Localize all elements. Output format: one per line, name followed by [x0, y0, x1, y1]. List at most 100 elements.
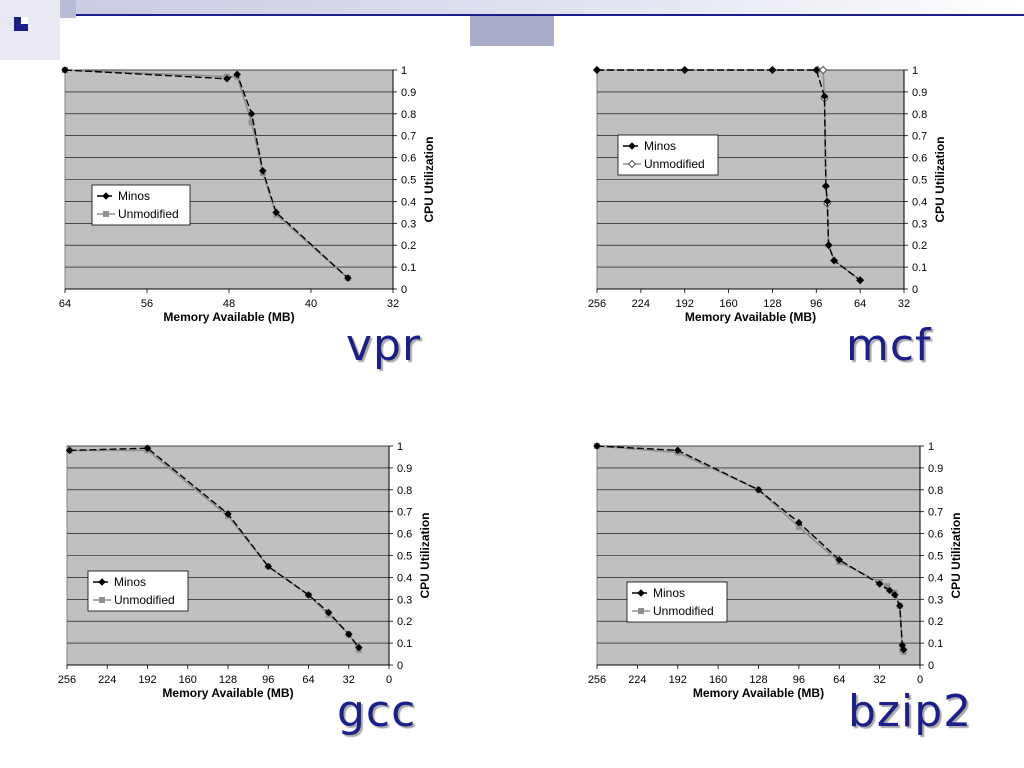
x-tick-label: 64 — [833, 674, 845, 686]
x-tick-label: 160 — [719, 298, 737, 310]
y-tick-label: 0.5 — [928, 551, 943, 563]
benchmark-label-gcc: gcc — [337, 686, 417, 737]
y-tick-label: 0.8 — [928, 485, 943, 497]
benchmark-label-bzip2: bzip2 — [848, 686, 973, 737]
x-tick-label: 64 — [854, 298, 866, 310]
y-tick-label: 0.7 — [397, 507, 412, 519]
x-axis-title: Memory Available (MB) — [163, 310, 294, 324]
legend-label-unmodified: Unmodified — [653, 604, 714, 618]
data-point-minos — [822, 182, 830, 190]
x-tick-label: 256 — [58, 674, 76, 686]
data-point-unmodified — [818, 65, 828, 75]
data-point-minos — [899, 645, 908, 654]
legend-label-unmodified: Unmodified — [644, 157, 705, 171]
y-tick-label: 0.3 — [928, 594, 943, 606]
data-point-minos — [795, 518, 803, 527]
data-point-unmodified — [884, 583, 891, 590]
data-point-minos — [593, 66, 601, 74]
y-tick-label: 0.6 — [912, 153, 927, 165]
data-point-minos — [61, 66, 69, 74]
data-point-minos — [673, 446, 682, 455]
x-tick-label: 160 — [179, 674, 197, 686]
slide-header — [0, 0, 1024, 60]
data-point-minos — [885, 586, 894, 595]
x-tick-label: 192 — [138, 674, 156, 686]
x-tick-label: 256 — [588, 298, 606, 310]
y-tick-label: 1 — [928, 441, 934, 453]
benchmark-label-vpr: vpr — [346, 320, 422, 371]
legend-box — [617, 134, 719, 176]
legend-label-minos: Minos — [114, 575, 146, 589]
data-point-minos — [224, 510, 232, 518]
y-tick-label: 1 — [397, 441, 403, 453]
data-point-minos — [824, 241, 833, 250]
data-point-minos — [344, 630, 353, 639]
y-tick-label: 0.2 — [397, 616, 412, 628]
data-point-minos — [258, 166, 267, 175]
x-tick-label: 64 — [302, 674, 314, 686]
header-block — [470, 16, 554, 46]
y-tick-label: 0.4 — [397, 572, 412, 584]
x-tick-label: 256 — [588, 674, 606, 686]
y-tick-label: 0.8 — [401, 109, 416, 121]
data-point-minos — [223, 74, 231, 83]
y-tick-label: 0.7 — [912, 131, 927, 143]
header-corner-block — [0, 0, 60, 60]
x-axis-title: Memory Available (MB) — [693, 686, 824, 700]
legend-marker-unmodified — [627, 159, 637, 169]
y-axis-title: CPU Utilization — [933, 137, 947, 223]
x-tick-label: 224 — [632, 298, 650, 310]
x-axis-title: Memory Available (MB) — [685, 310, 816, 324]
y-tick-label: 0.9 — [912, 87, 927, 99]
y-tick-label: 0.3 — [401, 218, 416, 230]
series-minos — [61, 66, 352, 282]
y-tick-label: 0.1 — [397, 638, 412, 650]
x-axis-title: Memory Available (MB) — [162, 686, 293, 700]
series-minos — [593, 442, 908, 654]
legend-marker-minos — [637, 589, 645, 597]
x-tick-label: 40 — [305, 298, 317, 310]
series-line-minos — [69, 447, 360, 648]
x-tick-label: 128 — [219, 674, 237, 686]
legend-marker-unmodified — [99, 597, 105, 603]
series-line-minos — [597, 69, 861, 281]
benchmark-label-mcf: mcf — [846, 320, 932, 371]
data-point-minos — [856, 276, 864, 285]
data-point-minos — [820, 92, 829, 101]
legend-marker-unmodified — [103, 211, 109, 217]
y-tick-label: 0 — [401, 284, 407, 296]
x-tick-label: 192 — [676, 298, 694, 310]
y-tick-label: 0.1 — [401, 262, 416, 274]
y-tick-label: 0.2 — [928, 616, 943, 628]
x-tick-label: 32 — [898, 298, 910, 310]
x-tick-label: 32 — [387, 298, 399, 310]
data-point-minos — [304, 591, 313, 599]
y-tick-label: 0.9 — [397, 463, 412, 475]
y-tick-label: 0.5 — [912, 175, 927, 187]
y-tick-label: 0.7 — [401, 131, 416, 143]
header-band — [60, 0, 1024, 14]
y-tick-label: 0.3 — [912, 218, 927, 230]
data-point-minos — [812, 66, 821, 74]
x-tick-label: 0 — [917, 674, 923, 686]
legend-label-minos: Minos — [118, 189, 150, 203]
data-point-minos — [680, 66, 689, 74]
legend-marker-unmodified — [638, 608, 644, 614]
x-tick-label: 224 — [628, 674, 646, 686]
data-point-minos — [264, 562, 273, 571]
y-tick-label: 0.1 — [928, 638, 943, 650]
x-tick-label: 64 — [59, 298, 71, 310]
y-tick-label: 0.9 — [928, 463, 943, 475]
x-tick-label: 48 — [223, 298, 235, 310]
data-point-minos — [324, 608, 333, 617]
data-point-minos — [768, 66, 777, 74]
y-tick-label: 0.9 — [401, 87, 416, 99]
x-tick-label: 128 — [749, 674, 767, 686]
data-point-minos — [835, 556, 844, 564]
legend-label-unmodified: Unmodified — [114, 593, 175, 607]
y-tick-label: 0 — [912, 284, 918, 296]
legend-label-unmodified: Unmodified — [118, 207, 179, 221]
